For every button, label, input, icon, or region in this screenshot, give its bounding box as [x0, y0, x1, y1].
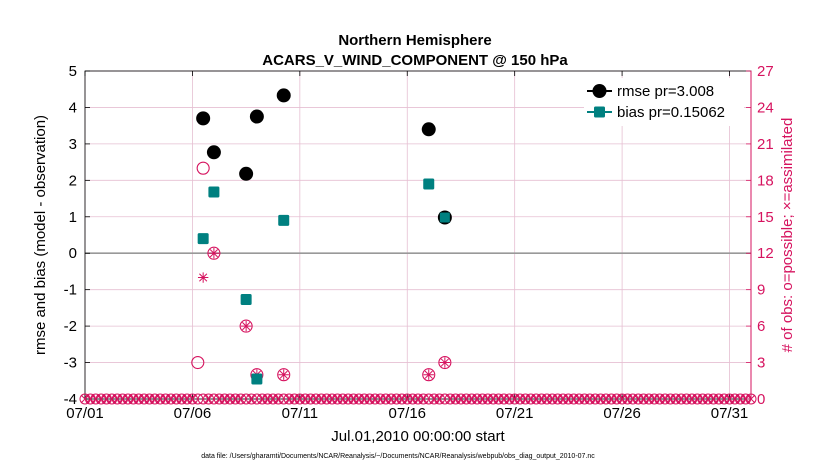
- zero-possible-marker: [272, 393, 284, 405]
- obs-assimilated-marker: [278, 369, 289, 380]
- series-markers: [196, 88, 452, 385]
- rmse-point: [276, 88, 291, 103]
- obs-possible-marker: [196, 161, 210, 175]
- x-tick-label: 07/21: [496, 405, 534, 422]
- bias-point: [251, 373, 263, 385]
- y2-axis-label: # of obs: o=possible; ×=assimilated: [779, 118, 796, 353]
- y2-tick-label: 21: [757, 136, 774, 153]
- y2-tick-label: 15: [757, 209, 774, 226]
- y2-tick-label: 3: [757, 355, 765, 372]
- y-axis-ticks: -4 -3 -2 -1 0 1 2 3 4 5: [64, 63, 90, 408]
- rmse-point: [239, 166, 254, 181]
- y-tick-label: -1: [64, 282, 77, 299]
- obs-possible-marker: [207, 246, 221, 260]
- rmse-point: [196, 111, 211, 126]
- zero-possible-marker: [745, 393, 757, 405]
- obs-possible-marker: [422, 368, 436, 382]
- y2-tick-label: 6: [757, 318, 765, 335]
- y-tick-label: -4: [64, 391, 77, 408]
- zero-possible-marker: [417, 393, 429, 405]
- rmse-point: [249, 109, 264, 124]
- x-tick-label: 07/16: [388, 405, 426, 422]
- legend-box: [584, 78, 744, 126]
- y2-axis-ticks: 0 3 6 9 12 15 18 21 24 27: [746, 63, 774, 408]
- obs-possible-marker: [438, 356, 452, 370]
- obs-possible-marker: [191, 356, 205, 370]
- y-tick-label: 1: [69, 209, 77, 226]
- rmse-point: [421, 122, 436, 137]
- zero-count-markers: [79, 393, 757, 405]
- legend-bias-marker: [594, 106, 605, 118]
- y-tick-label: 5: [69, 63, 77, 80]
- zero-possible-marker: [186, 393, 198, 405]
- y2-tick-label: 12: [757, 245, 774, 262]
- zero-assimilated-marker: [746, 394, 756, 404]
- y-tick-label: 3: [69, 136, 77, 153]
- x-tick-label: 07/31: [711, 405, 749, 422]
- obs-assimilated-marker: [423, 369, 434, 380]
- zero-possible-marker: [203, 393, 215, 405]
- chart-title: Northern Hemisphere: [338, 32, 491, 49]
- y2-tick-label: 9: [757, 282, 765, 299]
- bias-point: [278, 214, 290, 226]
- bias-point: [197, 233, 209, 245]
- obs-possible-marker: [239, 319, 253, 333]
- y2-tick-label: 0: [757, 391, 765, 408]
- y-tick-label: 2: [69, 172, 77, 189]
- y2-tick-label: 27: [757, 63, 774, 80]
- y-tick-label: -3: [64, 355, 77, 372]
- y-tick-label: -2: [64, 318, 77, 335]
- obs-possible-marker: [277, 368, 291, 382]
- zero-possible-marker: [235, 393, 247, 405]
- zero-possible-marker: [433, 393, 445, 405]
- data-file-footnote: data file: /Users/gharamti/Documents/NCA…: [201, 453, 595, 460]
- y-tick-label: 0: [69, 245, 77, 262]
- bias-point-overlap: [439, 212, 450, 223]
- bias-point: [423, 178, 435, 190]
- legend-rmse-label: rmse pr=3.008: [617, 83, 714, 100]
- y2-tick-label: 24: [757, 99, 774, 116]
- legend: rmse pr=3.008 bias pr=0.15062: [584, 78, 744, 126]
- x-tick-label: 07/01: [66, 405, 104, 422]
- obs-assimilated-marker: [208, 248, 220, 259]
- y-tick-label: 4: [69, 99, 77, 116]
- x-tick-label: 07/26: [603, 405, 641, 422]
- rmse-point: [206, 145, 221, 160]
- x-axis-label: Jul.01,2010 00:00:00 start: [331, 428, 505, 445]
- legend-rmse-marker: [592, 84, 607, 98]
- zero-possible-marker: [192, 393, 204, 405]
- bias-point: [240, 294, 252, 306]
- obs-assimilated-marker: [197, 272, 209, 283]
- y2-tick-label: 18: [757, 172, 774, 189]
- legend-bias-label: bias pr=0.15062: [617, 104, 725, 121]
- x-tick-label: 07/11: [282, 405, 318, 422]
- chart-subtitle: ACARS_V_WIND_COMPONENT @ 150 hPa: [262, 52, 568, 69]
- zero-possible-marker: [246, 393, 257, 405]
- x-axis-ticks: 07/01 07/06 07/11 07/16 07/21 07/26 07/31: [66, 71, 748, 422]
- obs-assimilated-marker: [240, 320, 252, 332]
- y-axis-label: rmse and bias (model - observation): [32, 115, 49, 355]
- bias-point: [208, 186, 220, 198]
- x-tick-label: 07/06: [174, 405, 212, 422]
- obs-assimilated-marker: [439, 357, 451, 368]
